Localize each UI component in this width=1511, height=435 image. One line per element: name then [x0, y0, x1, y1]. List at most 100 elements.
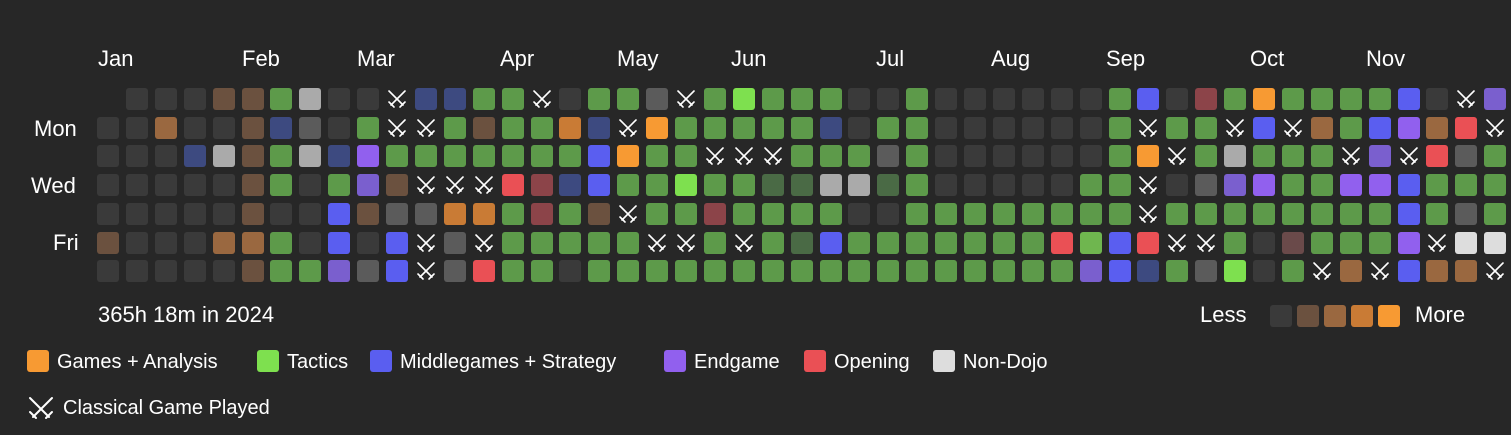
heatmap-cell — [1484, 174, 1506, 196]
classical-game-icon — [1369, 260, 1391, 282]
heatmap-cell — [386, 232, 408, 254]
heatmap-cell — [1137, 260, 1159, 282]
heatmap-cell — [155, 88, 177, 110]
heatmap-cell — [848, 232, 870, 254]
heatmap-cell — [184, 174, 206, 196]
heatmap-cell — [1282, 203, 1304, 225]
heatmap-cell — [242, 260, 264, 282]
heatmap-cell — [184, 88, 206, 110]
month-label-may: May — [617, 46, 659, 71]
heatmap-cell — [791, 145, 813, 167]
heatmap-cell — [328, 232, 350, 254]
classical-game-icon — [1455, 88, 1477, 110]
heatmap-cell — [97, 174, 119, 196]
heatmap-cell — [820, 174, 842, 196]
heatmap-cell — [993, 88, 1015, 110]
heatmap-cell — [1224, 203, 1246, 225]
heatmap-cell — [213, 145, 235, 167]
classical-game-icon — [1282, 117, 1304, 139]
heatmap-cell — [646, 174, 668, 196]
heatmap-cell — [1109, 145, 1131, 167]
heatmap-cell — [820, 88, 842, 110]
heatmap-cell — [473, 117, 495, 139]
heatmap-cell — [328, 117, 350, 139]
scale-swatch — [1324, 305, 1346, 327]
heatmap-cell — [964, 145, 986, 167]
heatmap-cell — [820, 203, 842, 225]
month-label-jul: Jul — [876, 46, 905, 71]
heatmap-cell — [1369, 145, 1391, 167]
heatmap-cell — [848, 88, 870, 110]
heatmap-cell — [877, 174, 899, 196]
heatmap-cell — [1195, 174, 1217, 196]
heatmap-cell — [270, 260, 292, 282]
classical-game-icon — [1166, 145, 1188, 167]
heatmap-cell — [1080, 203, 1102, 225]
legend-label: Tactics — [287, 351, 349, 373]
heatmap-cell — [848, 117, 870, 139]
heatmap-cell — [1311, 174, 1333, 196]
heatmap-cell — [242, 203, 264, 225]
month-label-feb: Feb — [242, 46, 280, 71]
heatmap-cell — [1426, 174, 1448, 196]
heatmap-cell — [935, 260, 957, 282]
heatmap-cell — [993, 174, 1015, 196]
heatmap-cell — [733, 174, 755, 196]
heatmap-cell — [242, 232, 264, 254]
heatmap-cell — [1051, 174, 1073, 196]
heatmap-cell — [617, 260, 639, 282]
heatmap-cell — [299, 174, 321, 196]
heatmap-cell — [270, 174, 292, 196]
classical-game-icon — [1398, 145, 1420, 167]
heatmap-cell — [1137, 145, 1159, 167]
classical-game-icon — [704, 145, 726, 167]
heatmap-cell — [184, 260, 206, 282]
heatmap-cell — [1398, 260, 1420, 282]
heatmap-cell — [1398, 88, 1420, 110]
heatmap-cell — [299, 117, 321, 139]
heatmap-cell — [906, 145, 928, 167]
heatmap-cell — [935, 174, 957, 196]
day-label-fri: Fri — [53, 230, 79, 255]
heatmap-cell — [964, 88, 986, 110]
heatmap-cell — [1369, 232, 1391, 254]
heatmap-cell — [1051, 260, 1073, 282]
heatmap-cell — [126, 145, 148, 167]
heatmap-cell — [1369, 203, 1391, 225]
heatmap-cell — [184, 203, 206, 225]
classical-game-icon — [386, 117, 408, 139]
heatmap-cell — [386, 145, 408, 167]
classical-game-icon — [1311, 260, 1333, 282]
heatmap-cell — [704, 117, 726, 139]
classical-game-icon — [617, 203, 639, 225]
heatmap-cell — [444, 117, 466, 139]
heatmap-cell — [299, 232, 321, 254]
heatmap-cell — [1484, 88, 1506, 110]
heatmap-cell — [1051, 88, 1073, 110]
heatmap-cell — [675, 174, 697, 196]
classical-game-icon — [531, 88, 553, 110]
heatmap-cell — [1484, 232, 1506, 254]
day-label-mon: Mon — [34, 116, 77, 141]
heatmap-cell — [877, 117, 899, 139]
classical-game-icon — [386, 88, 408, 110]
heatmap-cell — [877, 232, 899, 254]
heatmap-cell — [1022, 145, 1044, 167]
heatmap-cell — [820, 232, 842, 254]
heatmap-cell — [1311, 145, 1333, 167]
heatmap-cell — [1311, 88, 1333, 110]
heatmap-cell — [328, 88, 350, 110]
heatmap-cell — [791, 232, 813, 254]
heatmap-cell — [1455, 260, 1477, 282]
heatmap-cell — [1022, 232, 1044, 254]
heatmap-cell — [588, 232, 610, 254]
classical-game-icon — [762, 145, 784, 167]
heatmap-cell — [1195, 203, 1217, 225]
classical-game-icon — [1195, 232, 1217, 254]
scale-more-label: More — [1415, 302, 1466, 327]
heatmap-cell — [1253, 145, 1275, 167]
heatmap-cell — [1109, 117, 1131, 139]
heatmap-cell — [1022, 260, 1044, 282]
heatmap-cell — [502, 145, 524, 167]
heatmap-cell — [1224, 232, 1246, 254]
